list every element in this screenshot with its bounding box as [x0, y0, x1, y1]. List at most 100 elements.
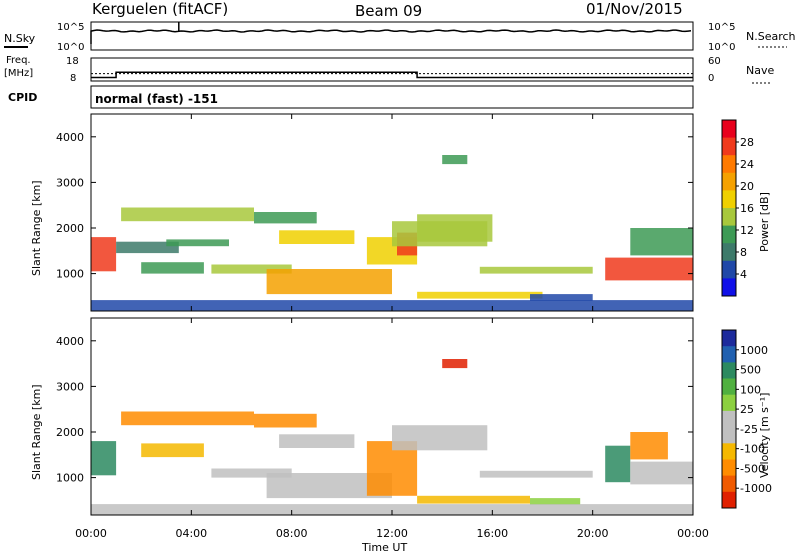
velocity-cbar-label-1: 500	[740, 364, 761, 377]
x-tick-label-3: 12:00	[376, 527, 408, 540]
velocity-ytick-label-3: 1000	[56, 472, 84, 485]
power-region-16	[530, 294, 593, 301]
velocity-cbar-label-0: 1000	[740, 344, 768, 357]
power-cbar-swatch-6	[722, 225, 736, 244]
power-cbar-swatch-4	[722, 190, 736, 209]
power-region-19	[91, 300, 693, 311]
power-cbar-label-1: 24	[740, 158, 754, 171]
power-region-6	[254, 212, 317, 224]
velocity-region-0	[91, 441, 117, 476]
power-region-2	[121, 207, 254, 222]
power-region-1	[116, 241, 179, 254]
power-cbar-swatch-3	[722, 172, 736, 191]
nave-tick-bottom: 0	[708, 73, 714, 84]
power-cbar-label-2: 20	[740, 180, 754, 193]
velocity-cbar-swatch-8	[722, 459, 736, 477]
velocity-cbar-label-6: -500	[740, 462, 765, 475]
x-tick-label-0: 00:00	[75, 527, 107, 540]
x-tick-label-2: 08:00	[276, 527, 308, 540]
velocity-region-8	[392, 425, 488, 451]
velocity-heatmap	[91, 359, 693, 515]
power-region-0	[91, 237, 117, 272]
velocity-ytick-label-0: 4000	[56, 335, 84, 348]
velocity-cbar-swatch-2	[722, 362, 736, 380]
velocity-ytick-label-2: 2000	[56, 426, 84, 439]
velocity-cbar-swatch-10	[722, 491, 736, 509]
velocity-region-4	[254, 413, 317, 428]
power-region-14	[442, 155, 468, 165]
noise-left-label: N.Sky	[4, 32, 36, 45]
velocity-cbar-swatch-1	[722, 346, 736, 363]
noise-right-tick-top: 10^5	[708, 22, 735, 33]
velocity-cbar-swatch-6	[722, 427, 736, 444]
velocity-region-5	[279, 434, 355, 448]
velocity-cbar-label-2: 100	[740, 383, 761, 396]
cpid-label: CPID	[8, 91, 37, 104]
power-cbar-label-4: 12	[740, 224, 754, 237]
cpid-panel-frame	[90, 85, 694, 109]
power-cbar-label-0: 28	[740, 136, 754, 149]
power-cbar-swatch-9	[722, 278, 736, 297]
power-ytick-label-3: 1000	[56, 268, 84, 281]
power-cbar-label-3: 16	[740, 202, 754, 215]
velocity-colorbar: 1000 500 100 25 -25 -100 -500 -1000	[721, 329, 772, 509]
station-title: Kerguelen (fitACF)	[92, 0, 228, 18]
x-tick-label-5: 20:00	[577, 527, 609, 540]
power-cbar-swatch-7	[722, 243, 736, 262]
velocity-region-15	[630, 432, 668, 460]
power-ytick-label-0: 4000	[56, 131, 84, 144]
power-region-4	[211, 264, 292, 274]
power-colorbar: 28 24 20 16 12 8 4	[721, 119, 754, 297]
velocity-cbar-label: Velocity [m s⁻¹]	[758, 393, 771, 478]
velocity-region-3	[211, 468, 292, 478]
power-cbar-swatch-2	[722, 155, 736, 174]
velocity-cbar-frame	[721, 329, 737, 509]
velocity-region-16	[91, 504, 693, 515]
power-region-8	[266, 269, 392, 295]
velocity-cbar-swatch-4	[722, 394, 736, 412]
velocity-cbar-swatch-0	[722, 330, 736, 347]
noise-panel-frame	[90, 21, 694, 51]
power-region-17	[605, 257, 693, 281]
freq-tick-bottom: 8	[70, 73, 76, 84]
beam-title: Beam 09	[355, 2, 422, 20]
velocity-cbar-swatch-9	[722, 475, 736, 493]
velocity-cbar-swatch-5	[722, 410, 736, 428]
velocity-region-13	[605, 445, 631, 483]
x-tick-label-1: 04:00	[175, 527, 207, 540]
cpid-text: normal (fast) -151	[95, 92, 218, 106]
freq-label-2: [MHz]	[4, 68, 33, 79]
velocity-region-12	[530, 498, 581, 505]
power-region-18	[630, 228, 693, 256]
freq-label-1: Freq.	[6, 55, 31, 66]
power-cbar-swatch-5	[722, 208, 736, 227]
power-cbar-label-6: 4	[740, 268, 747, 281]
nave-tick-top: 60	[708, 56, 721, 67]
power-cbar-swatch-1	[722, 137, 736, 156]
velocity-region-10	[442, 359, 468, 369]
noise-left-tick-top: 10^5	[57, 22, 84, 33]
power-ylabel: Slant Range [km]	[30, 180, 43, 276]
velocity-cbar-swatch-7	[722, 443, 736, 460]
power-cbar-label-5: 8	[740, 246, 747, 259]
x-axis-label: Time UT	[361, 541, 407, 554]
velocity-region-2	[141, 443, 204, 458]
power-region-15	[479, 266, 593, 274]
velocity-region-1	[121, 411, 254, 426]
noise-left-tick-bottom: 10^0	[57, 42, 84, 53]
velocity-cbar-label-5: -100	[740, 443, 765, 456]
power-cbar-swatch-8	[722, 260, 736, 279]
power-region-12	[417, 214, 493, 242]
velocity-region-14	[630, 461, 693, 485]
power-region-13	[417, 291, 543, 299]
power-ytick-label-1: 3000	[56, 176, 84, 189]
nave-label: Nave	[746, 64, 774, 77]
power-region-3	[141, 262, 204, 274]
velocity-region-9	[417, 495, 530, 504]
x-tick-label-6: 00:00	[677, 527, 709, 540]
velocity-cbar-swatch-3	[722, 378, 736, 396]
freq-tick-top: 18	[66, 56, 79, 67]
velocity-ytick-label-1: 3000	[56, 380, 84, 393]
power-region-7	[279, 230, 355, 244]
